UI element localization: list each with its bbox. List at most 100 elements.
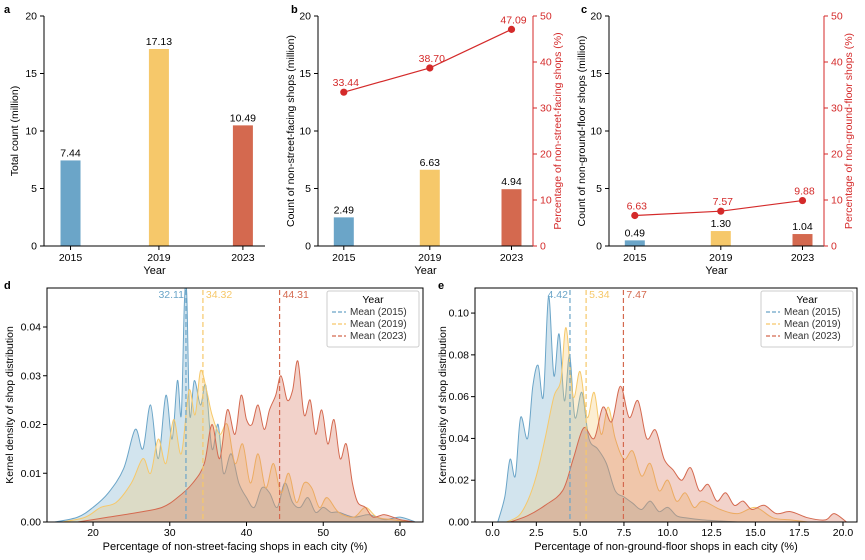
y-tick-label: 0.02: [449, 475, 470, 487]
density-curve-2023: [77, 360, 416, 522]
legend-label: Mean (2023): [784, 331, 841, 342]
panel-b-bar-line-chart: b 2.49 2015 6.63 2019 4.94 2023 0 5 10 15 20 Year Cou…: [285, 4, 564, 277]
percentage-point-2019: [717, 207, 725, 215]
right-y-tick-label: 20: [831, 149, 843, 161]
bar-value-label: 1.04: [792, 221, 813, 233]
right-y-tick-label: 0: [540, 241, 546, 253]
density-area-2023: [510, 386, 847, 522]
y-tick-label: 20: [299, 11, 311, 23]
x-tick-label: 2015: [623, 252, 647, 264]
density-area-2019: [506, 327, 808, 522]
y-tick-label: 0: [305, 241, 311, 253]
x-axis-title: Year: [705, 265, 728, 277]
mean-value-label: 7.47: [626, 289, 647, 301]
right-y-tick-label: 40: [831, 57, 843, 69]
y-tick-label: 10: [299, 126, 311, 138]
mean-value-label: 44.31: [283, 289, 309, 301]
density-curve-2015: [497, 295, 738, 522]
legend-label: Mean (2015): [784, 307, 841, 318]
y-tick-label: 0.04: [21, 322, 42, 334]
panel-letter: c: [581, 4, 587, 16]
mean-value-label: 32.11: [158, 289, 184, 301]
x-tick-label: 2.5: [529, 527, 544, 539]
bar-2019: [148, 49, 169, 246]
bar-2023: [792, 234, 813, 246]
y-tick-label: 5: [305, 183, 311, 195]
panel-e-density-chart: e 4.42 5.34 7.47 0.0 2.5 5.0 7.5 10.0 12.5 15.0 17.…: [437, 280, 858, 553]
y-tick-label: 15: [590, 68, 602, 80]
y-tick-label: 15: [299, 68, 311, 80]
percentage-point-2023: [798, 196, 807, 205]
mean-value-label: 5.34: [589, 289, 610, 301]
y-tick-label: 10: [25, 126, 37, 138]
panel-a-bar-chart: a 7.44 2015 17.13 2019 10.49 2023 0 5 10 15 20 Year T…: [4, 4, 265, 277]
y-tick-label: 20: [25, 11, 37, 23]
y-tick-label: 20: [590, 11, 602, 23]
legend-label: Mean (2019): [350, 319, 407, 330]
right-y-tick-label: 50: [831, 11, 843, 23]
right-y-tick-label: 30: [540, 103, 552, 115]
right-y-tick-label: 40: [540, 57, 552, 69]
x-tick-label: 12.5: [701, 527, 722, 539]
legend-title: Year: [796, 294, 818, 306]
x-axis-title: Percentage of non-street-facing shops in…: [103, 541, 368, 553]
x-axis-title: Year: [143, 265, 166, 277]
y-tick-label: 0.00: [449, 517, 470, 529]
right-y-tick-label: 20: [540, 149, 552, 161]
bar-2019: [710, 231, 731, 246]
bar-value-label: 7.44: [60, 147, 81, 159]
y-tick-label: 0.06: [449, 391, 470, 403]
y-axis-title: Kernel density of shop distribution: [4, 326, 16, 484]
bar-2015: [333, 217, 354, 246]
right-y-tick-label: 50: [540, 11, 552, 23]
percentage-point-2015: [340, 88, 348, 96]
y-tick-label: 0.01: [21, 468, 42, 480]
y-tick-label: 5: [596, 183, 602, 195]
y-axis-title: Count of non-ground-floor shops (million…: [576, 36, 588, 227]
legend-title: Year: [362, 294, 384, 306]
x-tick-label: 5.0: [573, 527, 588, 539]
percentage-point-2019: [426, 64, 434, 72]
x-tick-label: 17.5: [789, 527, 810, 539]
bar-2023: [232, 125, 253, 246]
bar-2015: [624, 240, 645, 246]
x-tick-label: 2019: [418, 252, 442, 264]
plot-frame: [46, 287, 424, 523]
percentage-label: 38.70: [419, 53, 445, 65]
y-tick-label: 0.04: [449, 433, 470, 445]
x-tick-label: 2019: [709, 252, 733, 264]
y-tick-label: 0.10: [449, 308, 470, 320]
x-tick-label: 0.0: [485, 527, 500, 539]
right-y-tick-label: 10: [540, 195, 552, 207]
panel-c-bar-line-chart: c 0.49 2015 1.30 2019 1.04 2023 0 5 10 15 20 Year Cou…: [576, 4, 855, 277]
right-y-axis-title: Percentage of non-street-facing shops (%…: [552, 32, 564, 229]
x-axis-title: Percentage of non-ground-floor shops in …: [534, 541, 798, 553]
x-tick-label: 2023: [791, 252, 815, 264]
x-tick-label: 2023: [231, 252, 255, 264]
mean-value-label: 4.42: [548, 289, 569, 301]
x-tick-label: 50: [317, 527, 329, 539]
plot-frame: [474, 287, 858, 523]
bar-value-label: 0.49: [625, 227, 646, 239]
right-y-axis-title: Percentage of non-ground-floor shops (%): [843, 33, 855, 229]
y-tick-label: 0: [596, 241, 602, 253]
panel-d-density-chart: d 32.11 34.32 44.31 20 30 40 50 60 0.00 0.01 0.02 0.…: [4, 280, 424, 553]
bar-2015: [60, 160, 81, 246]
bar-2019: [419, 169, 440, 246]
bar-2023: [501, 189, 522, 246]
panel-letter: e: [438, 280, 444, 292]
bar-value-label: 2.49: [334, 204, 355, 216]
x-tick-label: 2023: [500, 252, 524, 264]
bar-value-label: 6.63: [420, 157, 441, 169]
density-area-2023: [77, 360, 416, 522]
x-tick-label: 2019: [147, 252, 171, 264]
y-tick-label: 15: [25, 68, 37, 80]
legend-label: Mean (2019): [784, 319, 841, 330]
y-axis-title: Kernel density of shop distribution: [437, 326, 449, 484]
density-area-2019: [62, 370, 408, 522]
percentage-point-2015: [631, 211, 639, 220]
y-tick-label: 10: [590, 126, 602, 138]
bar-value-label: 1.30: [711, 218, 732, 230]
